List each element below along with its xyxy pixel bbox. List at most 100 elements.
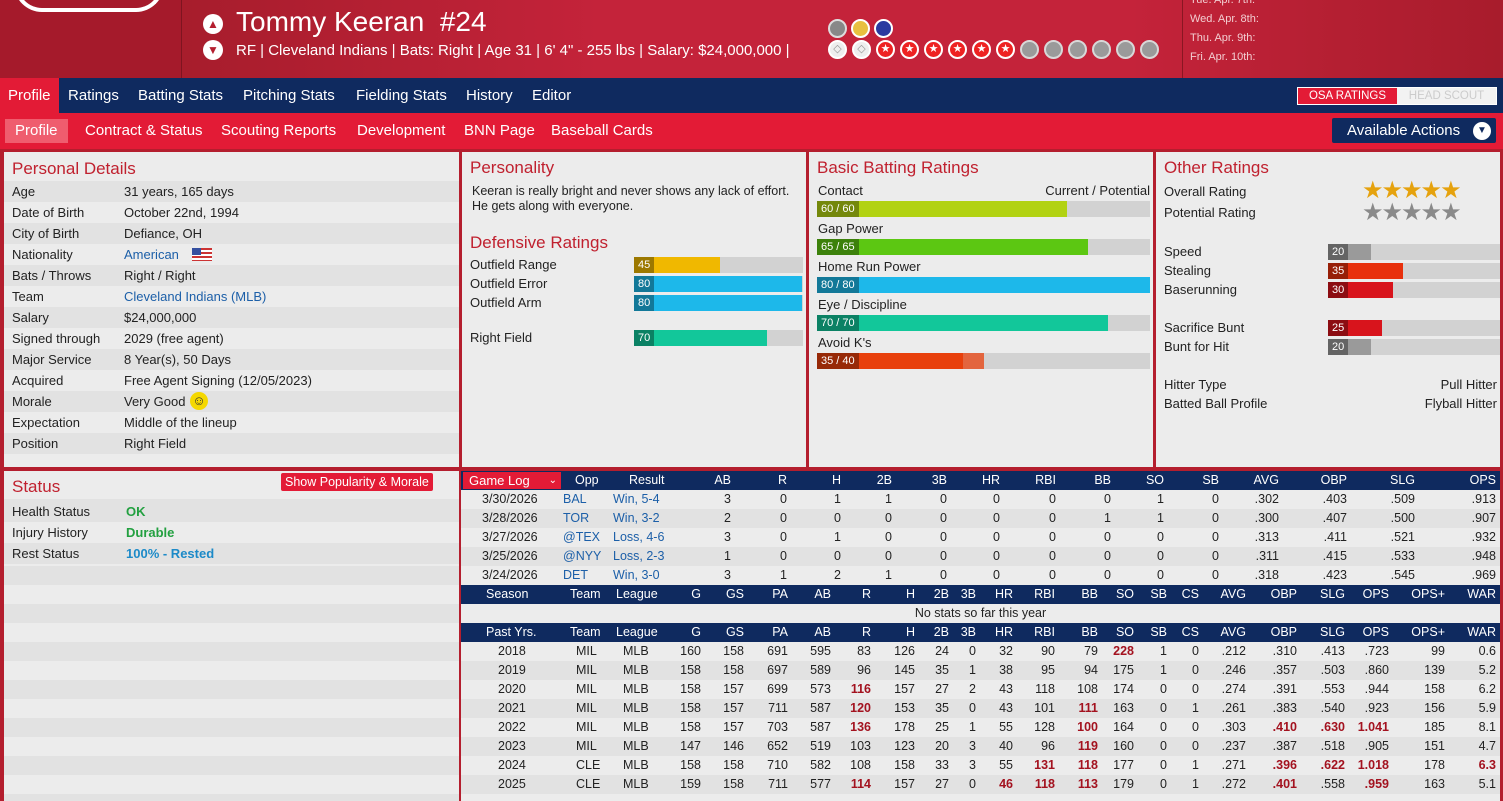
subtab-bnn-page[interactable]: BNN Page [464, 122, 535, 139]
column-header[interactable]: H [831, 473, 841, 487]
column-header[interactable]: G [691, 587, 701, 601]
column-header[interactable]: OPS+ [1411, 625, 1445, 639]
column-header[interactable]: CS [1181, 587, 1199, 601]
gamelog-cell[interactable]: TOR [563, 511, 590, 525]
column-header[interactable]: OPS [1362, 625, 1389, 639]
column-header[interactable]: BB [1081, 587, 1098, 601]
tab-history[interactable]: History [466, 87, 513, 104]
column-header[interactable]: SLG [1319, 587, 1345, 601]
column-header[interactable]: RBI [1034, 587, 1055, 601]
column-header[interactable]: GS [725, 625, 744, 639]
tab-profile[interactable]: Profile [0, 78, 59, 113]
column-header[interactable]: RBI [1034, 625, 1055, 639]
column-header[interactable]: WAR [1467, 625, 1496, 639]
column-header[interactable]: OBP [1320, 473, 1347, 487]
column-header[interactable]: AVG [1253, 473, 1279, 487]
column-header[interactable]: SB [1150, 587, 1167, 601]
column-header[interactable]: GS [725, 587, 744, 601]
column-header[interactable]: 3B [960, 587, 976, 601]
column-header[interactable]: PA [772, 625, 788, 639]
subtab-development[interactable]: Development [357, 122, 446, 139]
column-header[interactable]: League [616, 625, 658, 639]
column-header[interactable]: H [905, 625, 915, 639]
column-header[interactable]: AVG [1220, 587, 1246, 601]
tab-ratings[interactable]: Ratings [68, 87, 119, 104]
gamelog-cell[interactable]: Loss, 4-6 [613, 530, 665, 544]
column-header[interactable]: SO [1145, 473, 1164, 487]
column-header[interactable]: OBP [1270, 587, 1297, 601]
available-actions-button[interactable]: Available Actions ▼ [1332, 118, 1496, 143]
tab-editor[interactable]: Editor [532, 87, 572, 104]
column-header[interactable]: 2B [933, 625, 949, 639]
gamelog-cell[interactable]: Win, 3-0 [613, 568, 660, 582]
gamelog-cell[interactable]: @TEX [563, 530, 600, 544]
column-header[interactable]: SO [1115, 587, 1134, 601]
gamelog-cell[interactable]: Win, 3-2 [613, 511, 660, 525]
column-header[interactable]: BB [1094, 473, 1111, 487]
column-header[interactable]: CS [1181, 625, 1199, 639]
gamelog-cell[interactable]: @NYY [563, 549, 602, 563]
gamelog-cell[interactable]: BAL [563, 492, 587, 506]
column-header[interactable]: R [861, 625, 871, 639]
tab-pitching-stats[interactable]: Pitching Stats [243, 87, 335, 104]
column-header[interactable]: Team [570, 625, 601, 639]
column-header[interactable]: SB [1202, 473, 1219, 487]
column-header[interactable]: AVG [1220, 625, 1246, 639]
gamelog-cell: 1 [834, 492, 841, 506]
column-header[interactable]: R [777, 473, 787, 487]
tab-batting-stats[interactable]: Batting Stats [138, 87, 224, 104]
column-header[interactable]: HR [994, 587, 1013, 601]
gamelog-select[interactable]: Game Log ⌄ [463, 472, 561, 489]
column-header[interactable]: HR [981, 473, 1000, 487]
column-header[interactable]: SB [1150, 625, 1167, 639]
column-header[interactable]: Season [486, 587, 529, 601]
column-header[interactable]: League [616, 587, 658, 601]
column-header[interactable]: SO [1115, 625, 1134, 639]
column-header[interactable]: AB [814, 625, 831, 639]
column-header[interactable]: 2B [876, 473, 892, 487]
column-header[interactable]: 2B [933, 587, 949, 601]
gamelog-cell[interactable]: Win, 5-4 [613, 492, 660, 506]
column-header[interactable]: AB [814, 587, 831, 601]
column-header[interactable]: HR [994, 625, 1013, 639]
column-header[interactable]: G [691, 625, 701, 639]
show-popularity-morale-button[interactable]: Show Popularity & Morale [281, 473, 433, 491]
tab-fielding-stats[interactable]: Fielding Stats [356, 87, 447, 104]
gamelog-cell: 1 [885, 568, 892, 582]
gamelog-cell[interactable]: DET [563, 568, 588, 582]
column-header[interactable]: OBP [1270, 625, 1297, 639]
past-year-row: 2024 CLE MLB 158 158 710 582 108 158 33 3 55 131 118 1… [461, 756, 1500, 775]
column-header[interactable]: PA [772, 587, 788, 601]
detail-value[interactable]: Cleveland Indians (MLB) [124, 289, 267, 304]
column-header[interactable]: Team [570, 587, 601, 601]
column-header[interactable]: 3B [931, 473, 947, 487]
achievement-medal-icon [1044, 40, 1063, 59]
column-header[interactable]: AB [714, 473, 731, 487]
column-header[interactable]: OPS [1362, 587, 1389, 601]
gamelog-cell[interactable]: Loss, 2-3 [613, 549, 665, 563]
subtab-baseball-cards[interactable]: Baseball Cards [551, 122, 653, 139]
column-header[interactable]: OPS [1469, 473, 1496, 487]
detail-value[interactable]: American [124, 247, 179, 262]
column-header[interactable]: Opp [575, 473, 599, 487]
column-header[interactable]: R [861, 587, 871, 601]
subtab-contract-status[interactable]: Contract & Status [85, 122, 203, 139]
column-header[interactable]: 3B [960, 625, 976, 639]
past-year-cell: 697 [767, 663, 788, 677]
column-header[interactable]: SLG [1319, 625, 1345, 639]
other-rating-label: Sacrifice Bunt [1164, 320, 1245, 335]
column-header[interactable]: BB [1081, 625, 1098, 639]
column-header[interactable]: WAR [1467, 587, 1496, 601]
column-header[interactable]: RBI [1035, 473, 1056, 487]
head-scout-button[interactable]: HEAD SCOUT [1397, 88, 1496, 104]
subtab-profile[interactable]: Profile [5, 119, 68, 143]
column-header[interactable]: OPS+ [1411, 587, 1445, 601]
column-header[interactable]: H [905, 587, 915, 601]
next-player-button[interactable]: ▼ [203, 40, 223, 60]
osa-ratings-button[interactable]: OSA RATINGS [1298, 88, 1397, 104]
column-header[interactable]: Past Yrs. [486, 625, 537, 639]
column-header[interactable]: SLG [1389, 473, 1415, 487]
column-header[interactable]: Result [629, 473, 665, 487]
previous-player-button[interactable]: ▲ [203, 14, 223, 34]
subtab-scouting-reports[interactable]: Scouting Reports [221, 122, 337, 139]
